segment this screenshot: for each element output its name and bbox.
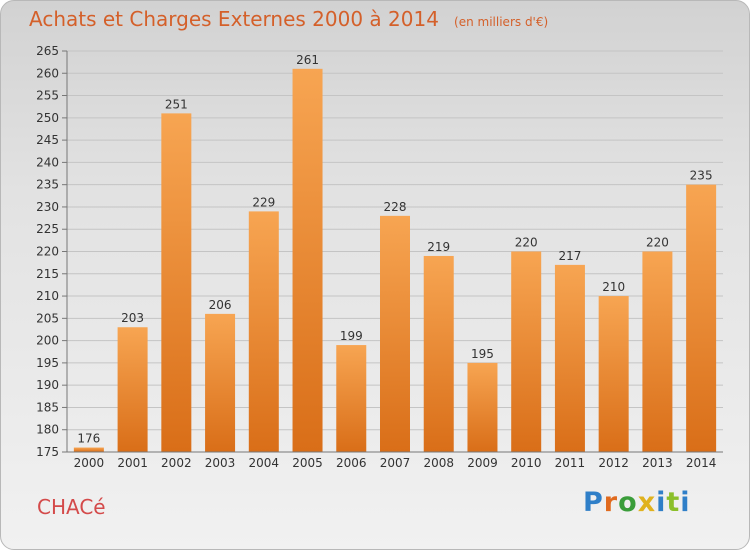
data-label: 195 <box>471 347 494 361</box>
y-tick-label: 180 <box>36 423 59 437</box>
x-tick-label: 2008 <box>423 456 454 470</box>
y-tick-label: 185 <box>36 400 59 414</box>
data-label: 220 <box>646 236 669 250</box>
bar-2001 <box>117 327 148 452</box>
data-label: 219 <box>427 240 450 254</box>
bar-2005 <box>292 68 323 453</box>
x-tick-label: 2005 <box>292 456 323 470</box>
data-label: 206 <box>209 298 232 312</box>
x-tick-label: 2013 <box>642 456 673 470</box>
data-label: 229 <box>252 195 275 209</box>
proxiti-logo[interactable]: Proxiti <box>583 487 691 518</box>
bar-2003 <box>205 313 236 452</box>
x-tick-label: 2014 <box>686 456 717 470</box>
data-label: 217 <box>558 249 581 263</box>
y-axis: 175 180 185 190 195 200 205 210 215 220 225 230 235 2… <box>36 44 68 459</box>
chart-title: Achats et Charges Externes 2000 à 2014 <box>29 7 439 31</box>
bar-2014 <box>686 184 717 452</box>
data-label: 261 <box>296 53 319 67</box>
y-tick-label: 240 <box>36 155 59 169</box>
y-tick-label: 255 <box>36 89 59 103</box>
logo-letter: i <box>680 487 691 518</box>
x-tick-label: 2012 <box>598 456 629 470</box>
y-tick-label: 260 <box>36 66 59 80</box>
x-tick-label: 2007 <box>380 456 411 470</box>
y-tick-label: 210 <box>36 289 59 303</box>
logo-letter: x <box>637 487 657 518</box>
bar-2000 <box>73 447 104 452</box>
bar-2002 <box>161 113 192 452</box>
bar-2004 <box>248 211 279 452</box>
logo-letter: i <box>656 487 667 518</box>
bar-2012 <box>598 296 629 452</box>
data-label: 176 <box>77 432 100 446</box>
data-label: 251 <box>165 97 188 111</box>
y-tick-label: 175 <box>36 445 59 459</box>
x-axis: 2000 2001 2002 2003 2004 2005 2006 2007 2008 2009… <box>67 451 723 470</box>
data-label: 203 <box>121 311 144 325</box>
title-row: Achats et Charges Externes 2000 à 2014 (… <box>29 7 548 31</box>
bar-2013 <box>642 251 673 452</box>
data-label: 220 <box>515 236 538 250</box>
data-label: 235 <box>690 169 713 183</box>
y-tick-label: 190 <box>36 378 59 392</box>
bar-2007 <box>380 215 410 452</box>
logo-letter: t <box>666 487 681 518</box>
logo-letter: o <box>618 487 638 518</box>
y-tick-label: 225 <box>36 222 59 236</box>
x-tick-label: 2003 <box>205 456 236 470</box>
x-tick-label: 2002 <box>161 456 192 470</box>
y-tick-label: 205 <box>36 311 59 325</box>
y-tick-label: 230 <box>36 200 59 214</box>
x-tick-label: 2006 <box>336 456 367 470</box>
x-tick-label: 2001 <box>117 456 148 470</box>
data-label: 210 <box>602 280 625 294</box>
x-tick-label: 2010 <box>511 456 542 470</box>
bar-2008 <box>423 255 454 452</box>
data-label: 199 <box>340 329 363 343</box>
y-tick-label: 200 <box>36 334 59 348</box>
x-tick-label: 2000 <box>74 456 105 470</box>
logo-letter: r <box>603 487 619 518</box>
y-tick-label: 250 <box>36 111 59 125</box>
y-tick-label: 215 <box>36 267 59 281</box>
data-labels: 176 203 251 206 229 261 199 228 219 195 220 217 210 2… <box>77 53 712 446</box>
x-tick-label: 2004 <box>249 456 280 470</box>
bar-2011 <box>554 264 585 452</box>
y-tick-label: 235 <box>36 178 59 192</box>
commune-name: CHACé <box>37 495 106 519</box>
logo-letter: P <box>583 487 604 518</box>
bar-2010 <box>511 251 542 452</box>
y-tick-label: 245 <box>36 133 59 147</box>
y-tick-label: 195 <box>36 356 59 370</box>
y-tick-label: 220 <box>36 245 59 259</box>
bar-2006 <box>336 345 367 452</box>
y-tick-label: 265 <box>36 44 59 58</box>
x-tick-label: 2011 <box>555 456 586 470</box>
x-tick-label: 2009 <box>467 456 498 470</box>
data-label: 228 <box>384 200 407 214</box>
bar-2009 <box>467 362 498 452</box>
chart-subtitle: (en milliers d'€) <box>454 15 549 29</box>
bars <box>73 68 717 453</box>
